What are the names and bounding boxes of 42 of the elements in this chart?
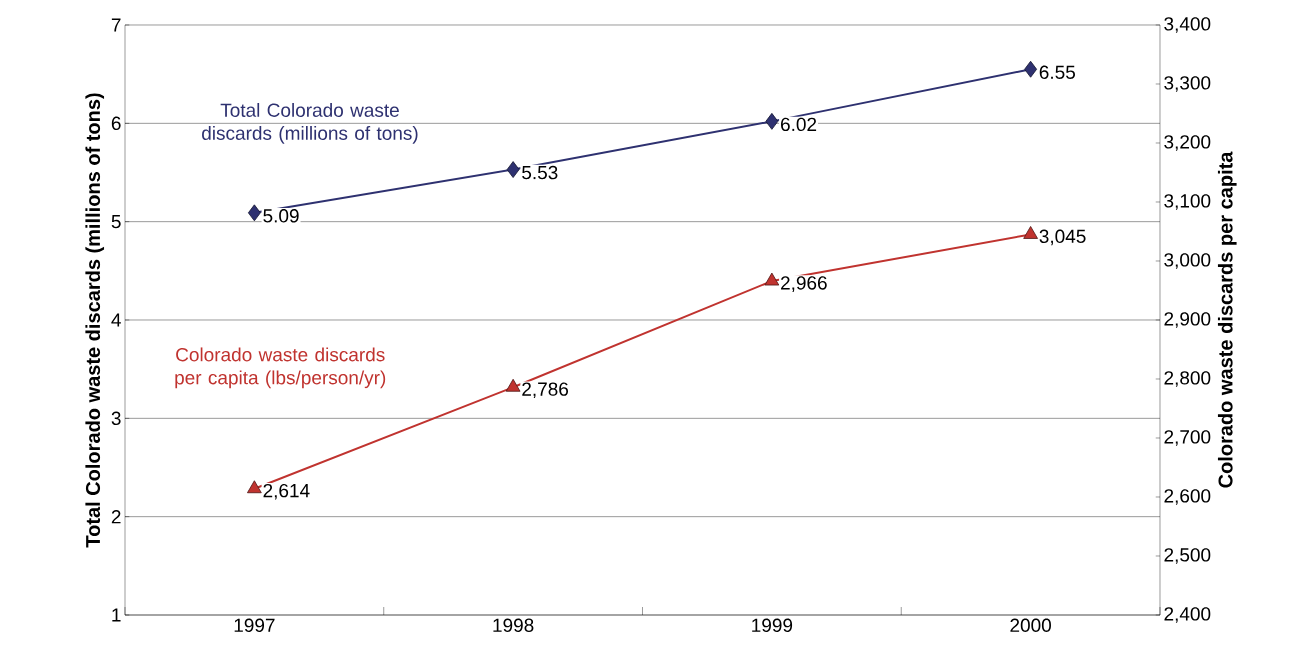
data-label: 5.09 [263, 209, 299, 223]
y2-tick-label: 3,300 [1164, 76, 1211, 92]
y-tick-label: 6 [111, 116, 121, 131]
point [247, 480, 262, 494]
point [505, 378, 521, 392]
y-tick-label: 4 [111, 313, 121, 327]
y2-tick-label: 2,400 [1164, 607, 1211, 623]
y2-tick-label: 2,900 [1164, 312, 1211, 328]
y-tick-label: 1 [112, 608, 121, 622]
point [1024, 60, 1038, 78]
data-label: 3,045 [1039, 229, 1086, 246]
point [247, 204, 261, 222]
y2-tick-label: 2,700 [1164, 430, 1211, 446]
point [765, 112, 779, 130]
y-tick-label: 5 [111, 215, 121, 229]
y2-tick-label: 2,500 [1164, 548, 1211, 564]
x-tick-label: 1997 [234, 618, 275, 632]
y2-tick-label: 3,400 [1164, 17, 1211, 33]
y2-tick-label: 2,600 [1164, 489, 1211, 505]
y2-tick-label: 3,000 [1164, 253, 1211, 269]
text: Total Colorado waste discards (millions of tons) [202, 102, 418, 144]
data-label: 2,966 [781, 276, 827, 292]
y2-tick-label: 3,200 [1164, 135, 1211, 151]
data-label: 5.53 [522, 165, 558, 180]
y-tick-label: 3 [111, 411, 121, 426]
data-label: 2,614 [263, 483, 310, 500]
data-label: 2,786 [522, 382, 569, 399]
x-tick-label: 1999 [752, 618, 793, 632]
point [764, 272, 780, 286]
point [506, 161, 520, 178]
x-tick-label: 2000 [1010, 618, 1051, 632]
data-label: 6.02 [781, 117, 817, 132]
y2-tick-label: 2,800 [1164, 371, 1211, 387]
point [1023, 226, 1038, 239]
y2-tick-label: 3,100 [1164, 194, 1211, 210]
data-label: 6.55 [1039, 65, 1075, 79]
y-tick-label: 7 [111, 18, 121, 32]
y2-axis-title: Colorado waste discards per capita [1217, 151, 1237, 488]
text: Colorado waste discards per capita (lbs/person/yr) [175, 347, 386, 389]
y-tick-label: 2 [111, 510, 121, 524]
x-tick-label: 1998 [493, 618, 534, 632]
y-axis-title: Total Colorado waste discards (millions of tons) [85, 93, 105, 548]
